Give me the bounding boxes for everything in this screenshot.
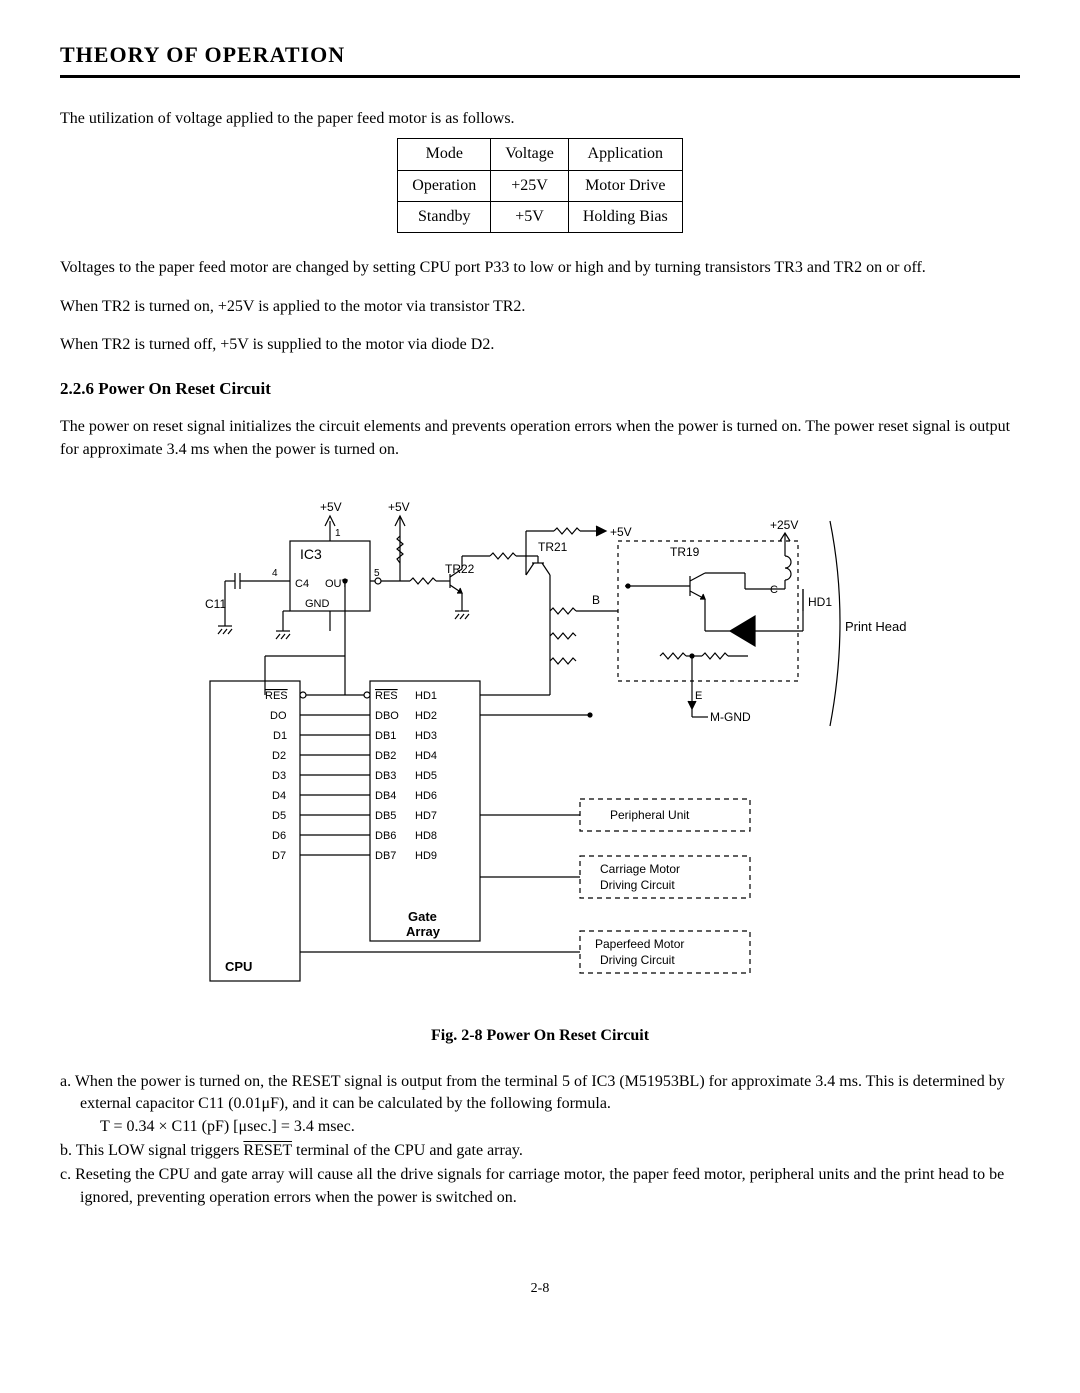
paragraph: When TR2 is turned on, +25V is applied t…: [60, 296, 1020, 318]
svg-text:Array: Array: [406, 924, 441, 939]
section-heading: 2.2.6 Power On Reset Circuit: [60, 377, 1020, 401]
svg-text:Driving Circuit: Driving Circuit: [600, 878, 675, 892]
svg-text:DB2: DB2: [375, 750, 396, 762]
svg-text:C11: C11: [205, 597, 226, 611]
svg-text:DB1: DB1: [375, 730, 396, 742]
table-cell: Holding Bias: [568, 201, 682, 232]
svg-text:5: 5: [374, 568, 380, 579]
lettered-list: a. When the power is turned on, the RESE…: [60, 1071, 1020, 1209]
svg-text:D1: D1: [273, 730, 287, 742]
svg-text:HD3: HD3: [415, 730, 437, 742]
svg-text:+5V: +5V: [320, 500, 342, 514]
svg-text:D4: D4: [272, 790, 286, 802]
svg-text:C: C: [770, 584, 778, 596]
table-header: Voltage: [491, 139, 569, 170]
formula: T = 0.34 × C11 (pF) [μsec.] = 3.4 msec.: [80, 1118, 355, 1135]
svg-text:HD4: HD4: [415, 750, 437, 762]
table-cell: Operation: [398, 170, 491, 201]
svg-text:DB4: DB4: [375, 790, 396, 802]
svg-text:E: E: [695, 690, 702, 702]
svg-text:TR22: TR22: [445, 562, 475, 576]
svg-text:M-GND: M-GND: [710, 710, 751, 724]
svg-text:DB3: DB3: [375, 770, 396, 782]
voltage-table: Mode Voltage Application Operation +25V …: [397, 138, 682, 233]
table-cell: +5V: [491, 201, 569, 232]
svg-text:4: 4: [272, 568, 278, 579]
table-cell: Standby: [398, 201, 491, 232]
svg-text:D2: D2: [272, 750, 286, 762]
table-cell: Motor Drive: [568, 170, 682, 201]
paragraph: The power on reset signal initializes th…: [60, 416, 1020, 461]
svg-text:DB5: DB5: [375, 810, 396, 822]
svg-text:RES: RES: [375, 690, 398, 702]
svg-text:HD1: HD1: [415, 690, 437, 702]
list-item: a. When the power is turned on, the RESE…: [60, 1071, 1020, 1138]
svg-text:HD6: HD6: [415, 790, 437, 802]
svg-text:+5V: +5V: [388, 500, 410, 514]
intro-text: The utilization of voltage applied to th…: [60, 108, 1020, 130]
page-number: 2-8: [60, 1279, 1020, 1299]
svg-text:DBO: DBO: [375, 710, 399, 722]
svg-text:D6: D6: [272, 830, 286, 842]
svg-text:D5: D5: [272, 810, 286, 822]
svg-text:HD7: HD7: [415, 810, 437, 822]
svg-text:CPU: CPU: [225, 959, 252, 974]
svg-text:IC3: IC3: [300, 546, 322, 562]
svg-text:TR19: TR19: [670, 545, 700, 559]
svg-text:GND: GND: [305, 598, 330, 610]
svg-text:RES: RES: [265, 690, 288, 702]
svg-text:1: 1: [335, 528, 341, 539]
paragraph: Voltages to the paper feed motor are cha…: [60, 257, 1020, 279]
svg-text:D7: D7: [272, 850, 286, 862]
svg-text:HD8: HD8: [415, 830, 437, 842]
circuit-diagram: IC3 C4 OUT GND 1 +5V 4 5 C11: [60, 481, 1020, 1008]
list-item: b. This LOW signal triggers RESET termin…: [60, 1140, 1020, 1162]
svg-text:Gate: Gate: [408, 909, 437, 924]
svg-text:HD5: HD5: [415, 770, 437, 782]
page-title: THEORY OF OPERATION: [60, 40, 1020, 78]
svg-text:DB6: DB6: [375, 830, 396, 842]
svg-text:Paperfeed Motor: Paperfeed Motor: [595, 937, 684, 951]
svg-text:DB7: DB7: [375, 850, 396, 862]
list-item: c. Reseting the CPU and gate array will …: [60, 1164, 1020, 1209]
table-header: Application: [568, 139, 682, 170]
svg-text:Driving Circuit: Driving Circuit: [600, 953, 675, 967]
svg-text:HD2: HD2: [415, 710, 437, 722]
svg-text:Carriage Motor: Carriage Motor: [600, 862, 680, 876]
figure-caption: Fig. 2-8 Power On Reset Circuit: [60, 1025, 1020, 1047]
table-cell: +25V: [491, 170, 569, 201]
svg-text:TR21: TR21: [538, 540, 568, 554]
svg-text:DO: DO: [270, 710, 287, 722]
svg-text:HD1: HD1: [808, 595, 832, 609]
svg-text:HD9: HD9: [415, 850, 437, 862]
svg-text:+5V: +5V: [610, 525, 632, 539]
table-header: Mode: [398, 139, 491, 170]
svg-text:+25V: +25V: [770, 518, 798, 532]
svg-text:B: B: [592, 593, 600, 607]
paragraph: When TR2 is turned off, +5V is supplied …: [60, 334, 1020, 356]
svg-text:Peripheral Unit: Peripheral Unit: [610, 808, 690, 822]
svg-text:Print Head: Print Head: [845, 619, 906, 634]
svg-text:C4: C4: [295, 578, 309, 590]
svg-text:D3: D3: [272, 770, 286, 782]
